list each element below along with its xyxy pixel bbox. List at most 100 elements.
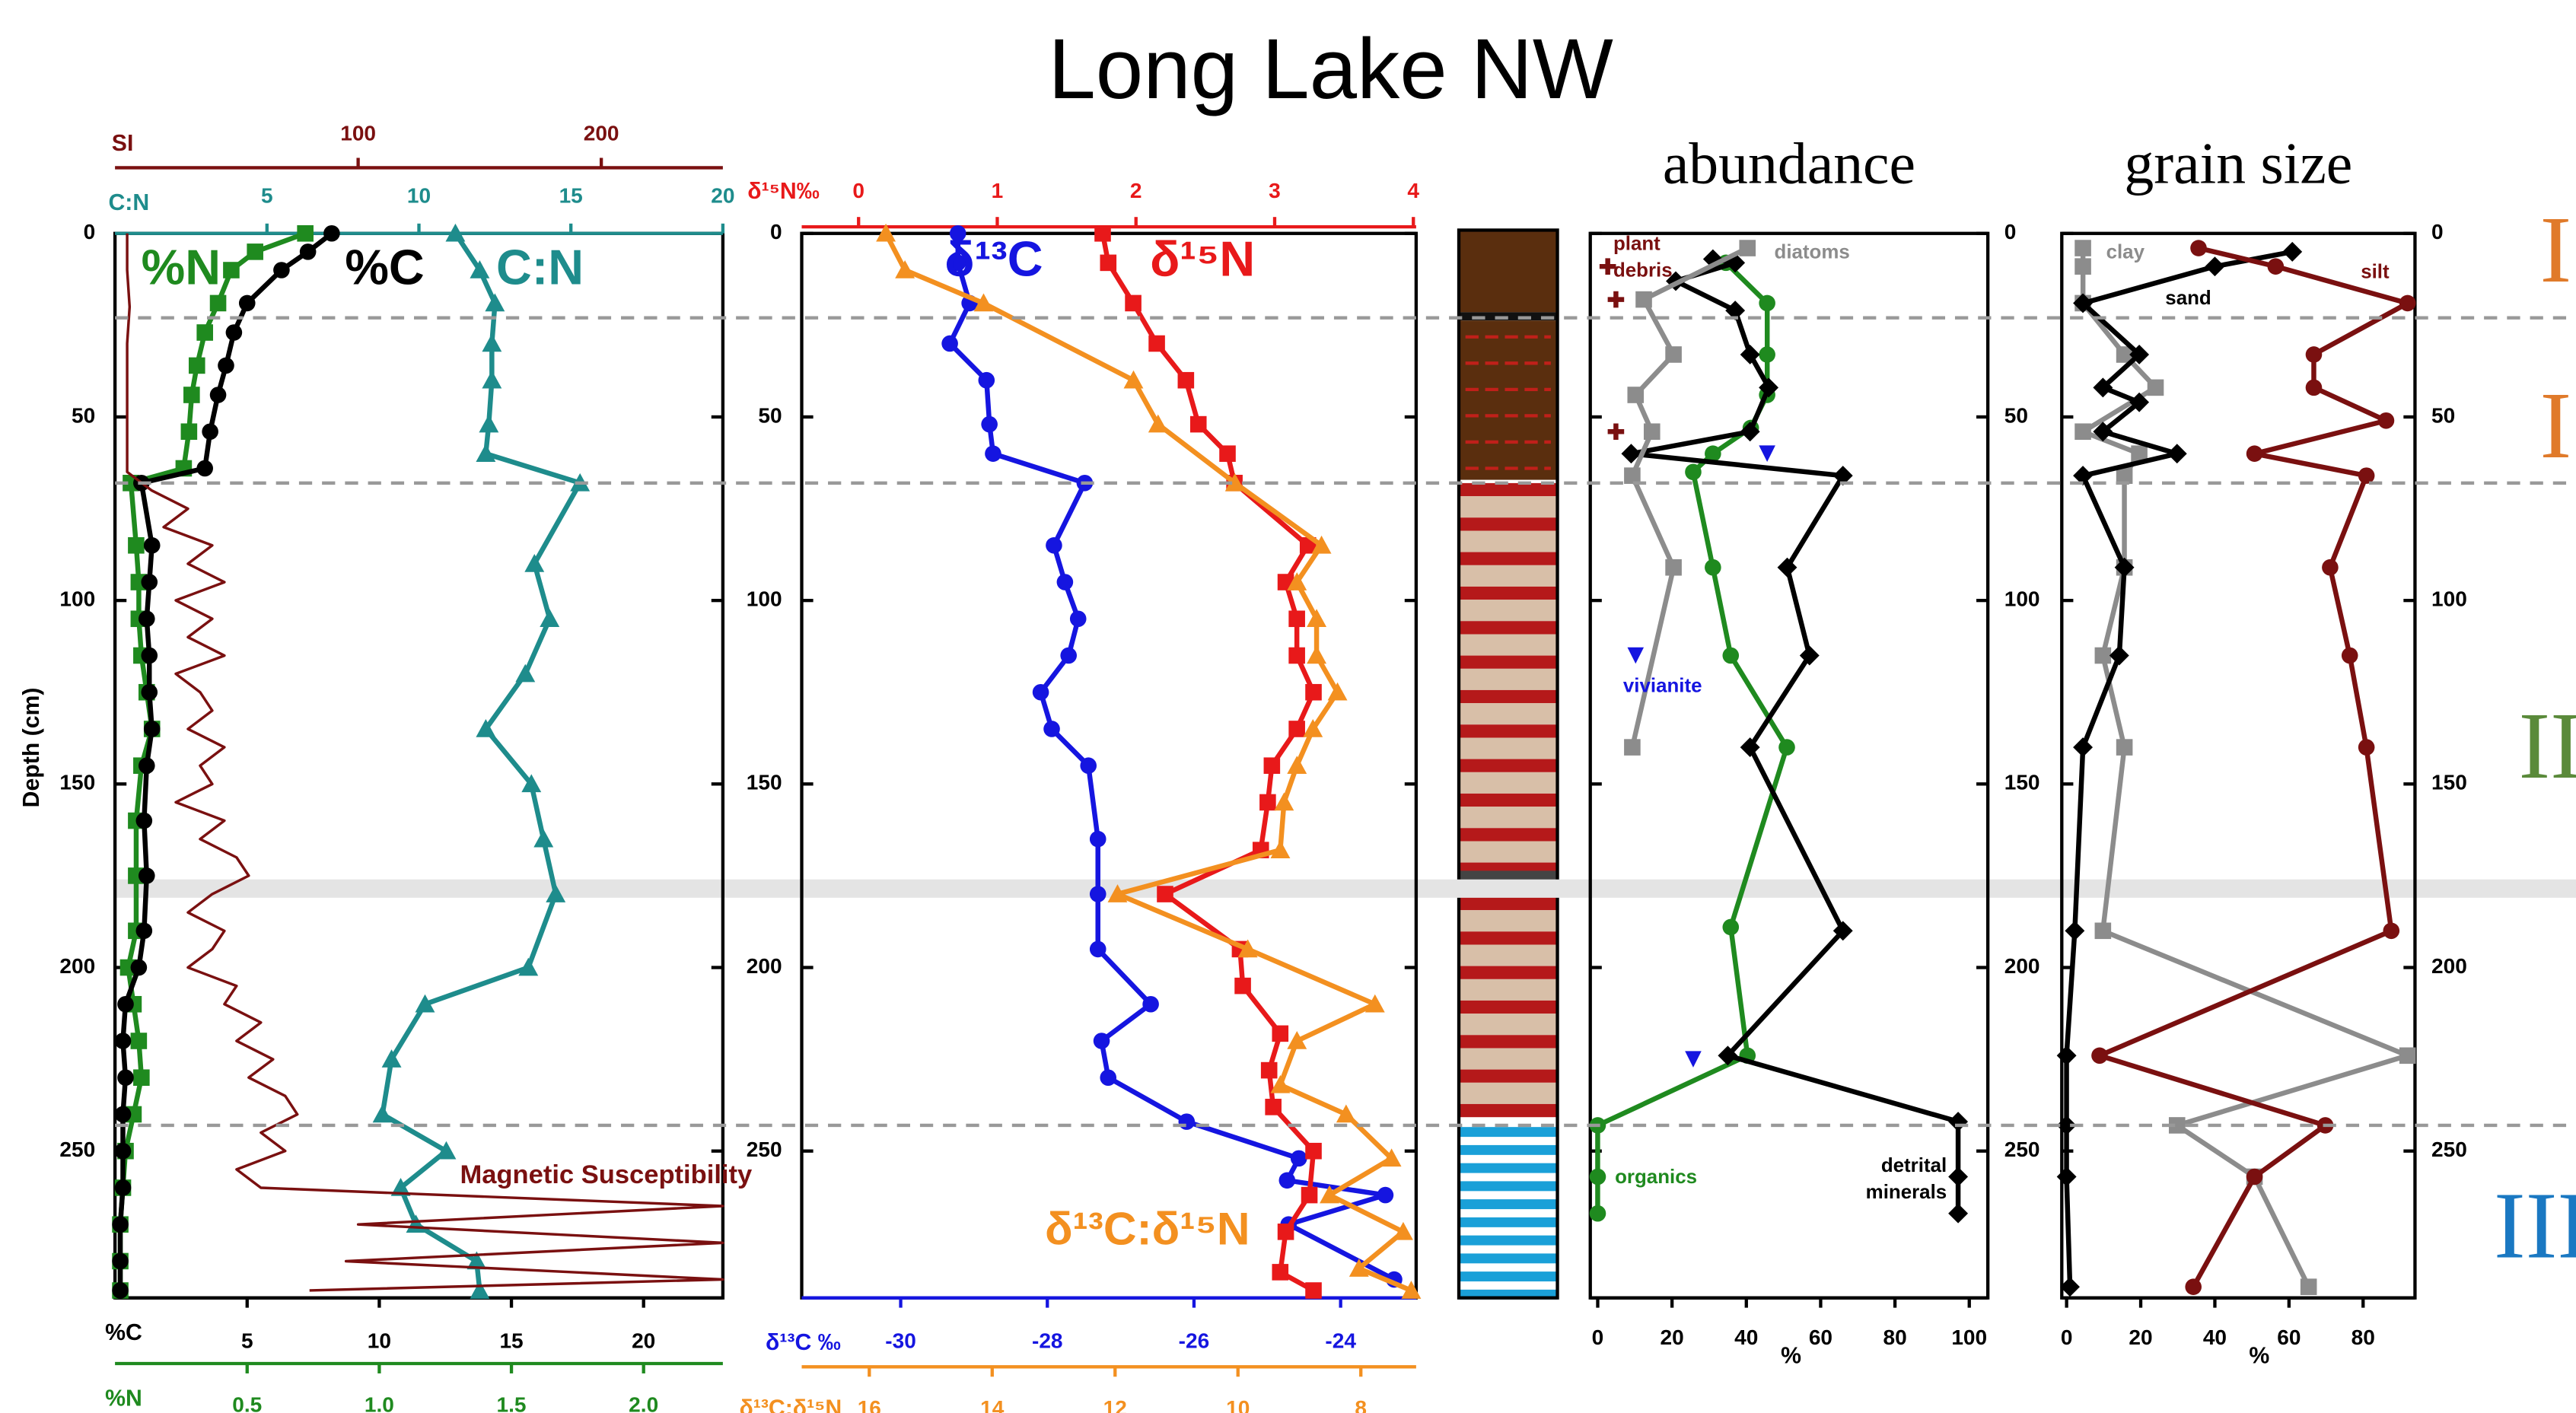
series-label: %N bbox=[142, 240, 221, 295]
marker bbox=[876, 223, 896, 242]
marker bbox=[2282, 241, 2303, 262]
marker bbox=[546, 884, 566, 902]
marker bbox=[1589, 1205, 1606, 1222]
marker bbox=[381, 1049, 402, 1068]
marker bbox=[1142, 995, 1159, 1013]
x-tick-label: 0 bbox=[852, 179, 865, 202]
strat-layer bbox=[1459, 1082, 1558, 1104]
marker bbox=[114, 1033, 132, 1049]
marker bbox=[209, 387, 227, 403]
strat-layer bbox=[1459, 793, 1558, 807]
x-tick-label: 0 bbox=[1592, 1325, 1604, 1349]
marker bbox=[1327, 682, 1348, 701]
marker bbox=[2322, 559, 2339, 576]
marker bbox=[1148, 335, 1165, 352]
marker bbox=[1069, 610, 1087, 628]
marker bbox=[1759, 346, 1775, 363]
x-tick-label: 1 bbox=[992, 179, 1004, 202]
marker bbox=[2190, 240, 2207, 256]
strat-layer bbox=[1459, 1181, 1558, 1192]
marker bbox=[1123, 370, 1144, 389]
zone-label: III bbox=[2494, 1173, 2576, 1278]
y-tick-label: 250 bbox=[59, 1138, 95, 1161]
marker bbox=[2116, 346, 2133, 363]
y-tick-label: 100 bbox=[2431, 587, 2467, 611]
x-tick-label: 4 bbox=[1407, 179, 1419, 202]
series-label: debris bbox=[1613, 260, 1673, 282]
marker bbox=[1759, 445, 1775, 462]
marker bbox=[1259, 794, 1276, 811]
marker bbox=[1305, 1282, 1322, 1299]
zone-label: I bbox=[2540, 373, 2572, 479]
strat-layer bbox=[1459, 828, 1558, 842]
strat-outline bbox=[1457, 228, 1559, 1300]
x-tick-label: 60 bbox=[1809, 1325, 1832, 1349]
marker bbox=[117, 1069, 134, 1087]
x-tick-label: 60 bbox=[2277, 1325, 2301, 1349]
marker bbox=[114, 1179, 132, 1196]
y-tick-label: 100 bbox=[747, 587, 782, 611]
marker bbox=[2168, 1117, 2186, 1134]
strat-layer bbox=[1459, 586, 1558, 600]
marker bbox=[1288, 610, 1305, 628]
y-tick-label: 0 bbox=[2004, 220, 2017, 243]
marker bbox=[143, 721, 161, 737]
strat-layer bbox=[1459, 944, 1558, 966]
x-tick-label: 15 bbox=[559, 184, 583, 208]
strat-layer bbox=[1459, 668, 1558, 690]
marker bbox=[1685, 463, 1702, 481]
marker bbox=[1270, 840, 1291, 858]
marker bbox=[2246, 1168, 2263, 1185]
strat-layer bbox=[1459, 496, 1558, 518]
x-tick-label: 2 bbox=[1130, 179, 1142, 202]
series-label: plant bbox=[1613, 234, 1661, 255]
marker bbox=[2167, 444, 2187, 464]
strat-layer bbox=[1459, 320, 1558, 480]
strat-layer bbox=[1459, 1217, 1558, 1227]
marker bbox=[1080, 757, 1097, 775]
series-label: δ¹⁵N bbox=[1150, 231, 1255, 287]
highlight-band bbox=[115, 879, 2576, 898]
x-tick-label: 0.5 bbox=[232, 1393, 262, 1413]
series-line bbox=[1629, 246, 1749, 748]
strat-layer bbox=[1459, 1014, 1558, 1036]
zone-label: I bbox=[2540, 197, 2572, 303]
marker bbox=[1685, 1051, 1702, 1068]
marker bbox=[297, 224, 314, 242]
marker bbox=[1148, 414, 1168, 433]
marker bbox=[1125, 294, 1142, 312]
x-tick-label: 10 bbox=[368, 1329, 391, 1352]
x-tick-label: 20 bbox=[2129, 1325, 2152, 1349]
marker bbox=[1740, 737, 1760, 758]
marker bbox=[895, 260, 915, 278]
strat-layer bbox=[1459, 634, 1558, 656]
x-tick-label: 40 bbox=[1734, 1325, 1758, 1349]
marker bbox=[130, 959, 148, 976]
marker bbox=[299, 243, 317, 260]
marker bbox=[1393, 1221, 1413, 1240]
marker bbox=[1260, 1061, 1278, 1079]
marker bbox=[515, 664, 536, 683]
marker bbox=[1307, 609, 1327, 628]
x-tick-label: 15 bbox=[499, 1329, 523, 1352]
series-label: δ¹³C:δ¹⁵N bbox=[1045, 1202, 1250, 1254]
strat-layer bbox=[1459, 621, 1558, 635]
marker bbox=[1270, 1074, 1291, 1093]
series-label: %C bbox=[345, 240, 424, 295]
marker bbox=[1348, 1259, 1369, 1277]
marker bbox=[1722, 918, 1740, 936]
series-label: vivianite bbox=[1623, 675, 1702, 696]
series-line bbox=[2097, 245, 2410, 1288]
marker bbox=[2060, 1277, 2080, 1297]
x-tick-label: 100 bbox=[1951, 1325, 1987, 1349]
marker bbox=[518, 957, 539, 976]
series-label: sand bbox=[2165, 288, 2211, 309]
marker bbox=[482, 370, 502, 389]
strat-layer bbox=[1459, 655, 1558, 669]
marker bbox=[1336, 1104, 1356, 1123]
series-label: diatoms bbox=[1775, 242, 1850, 263]
x-axis-label: δ¹⁵N‰ bbox=[747, 179, 820, 204]
marker bbox=[1381, 1148, 1402, 1167]
marker bbox=[2094, 922, 2112, 940]
marker bbox=[466, 1251, 487, 1270]
